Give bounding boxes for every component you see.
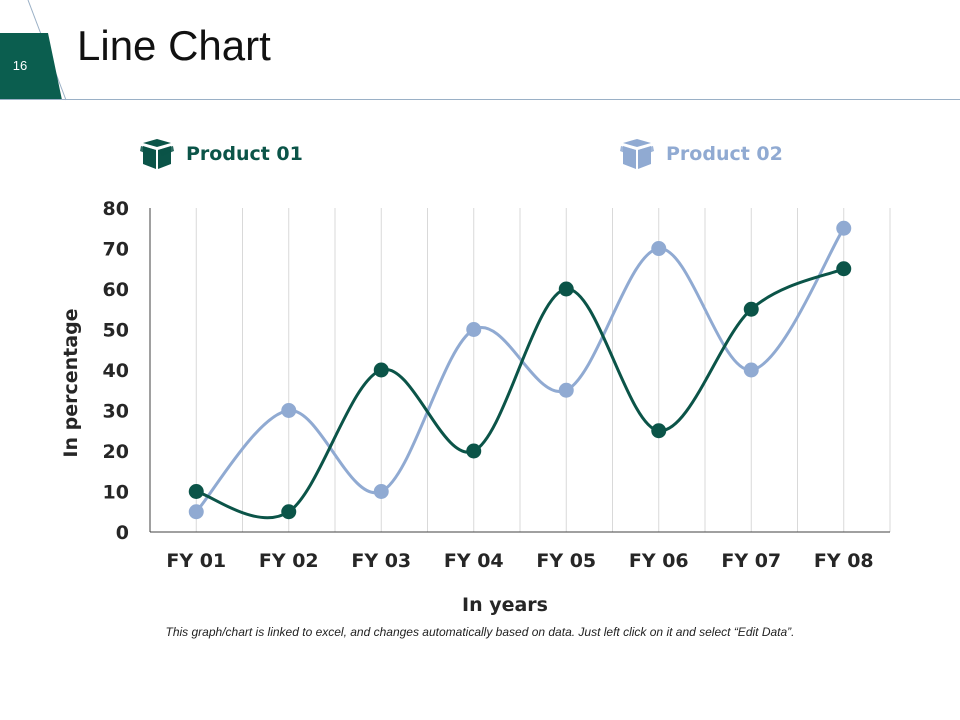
x-tick-label: FY 05 — [536, 550, 596, 572]
data-point-product-02 — [743, 362, 759, 378]
legend-item-product-02: Product 02 — [620, 137, 783, 171]
y-tick-label: 40 — [103, 360, 129, 382]
legend-label-product-01: Product 01 — [186, 143, 303, 165]
y-tick-label: 0 — [116, 522, 129, 544]
header-divider — [0, 99, 960, 100]
data-point-product-01 — [373, 362, 389, 378]
data-point-product-02 — [373, 484, 389, 499]
data-point-product-01 — [188, 484, 204, 499]
box-icon — [140, 139, 174, 169]
data-point-product-02 — [558, 382, 574, 398]
footnote: This graph/chart is linked to excel, and… — [165, 625, 795, 639]
data-point-product-01 — [743, 301, 759, 317]
y-tick-label: 20 — [103, 441, 129, 463]
x-tick-label: FY 01 — [166, 550, 226, 572]
slide-number-badge — [0, 0, 67, 101]
data-point-product-02 — [281, 403, 297, 418]
box-icon — [620, 139, 654, 169]
x-tick-label: FY 06 — [629, 550, 689, 572]
y-tick-label: 50 — [103, 320, 129, 342]
data-point-product-01 — [281, 504, 297, 520]
x-axis-title: In years — [462, 594, 548, 616]
y-tick-label: 60 — [103, 279, 129, 301]
data-point-product-02 — [188, 504, 204, 520]
y-tick-label: 70 — [103, 239, 129, 261]
y-tick-label: 30 — [103, 401, 129, 423]
y-tick-label: 80 — [103, 198, 129, 220]
legend-item-product-01: Product 01 — [140, 137, 303, 171]
y-axis-title: In percentage — [60, 308, 82, 457]
series-line-product-01 — [195, 267, 845, 520]
page-title: Line Chart — [77, 22, 271, 69]
data-point-product-02 — [651, 241, 667, 256]
data-point-product-01 — [836, 261, 852, 277]
x-tick-label: FY 08 — [814, 550, 874, 572]
x-tick-label: FY 02 — [259, 550, 319, 572]
data-point-product-02 — [836, 220, 852, 236]
data-point-product-02 — [466, 322, 482, 337]
x-tick-label: FY 03 — [351, 550, 411, 572]
data-point-product-01 — [651, 423, 667, 439]
data-point-product-01 — [558, 281, 574, 297]
line-chart: 0 10 20 30 40 50 60 70 80 FY 01 FY 02 FY 03 FY 04 FY … — [60, 198, 891, 616]
y-tick-label: 10 — [103, 482, 129, 504]
x-tick-label: FY 07 — [721, 550, 781, 572]
data-point-product-01 — [466, 443, 482, 459]
series-line-product-02 — [195, 227, 846, 513]
legend-label-product-02: Product 02 — [666, 143, 783, 165]
slide-number: 16 — [12, 58, 28, 73]
x-tick-label: FY 04 — [444, 550, 504, 572]
